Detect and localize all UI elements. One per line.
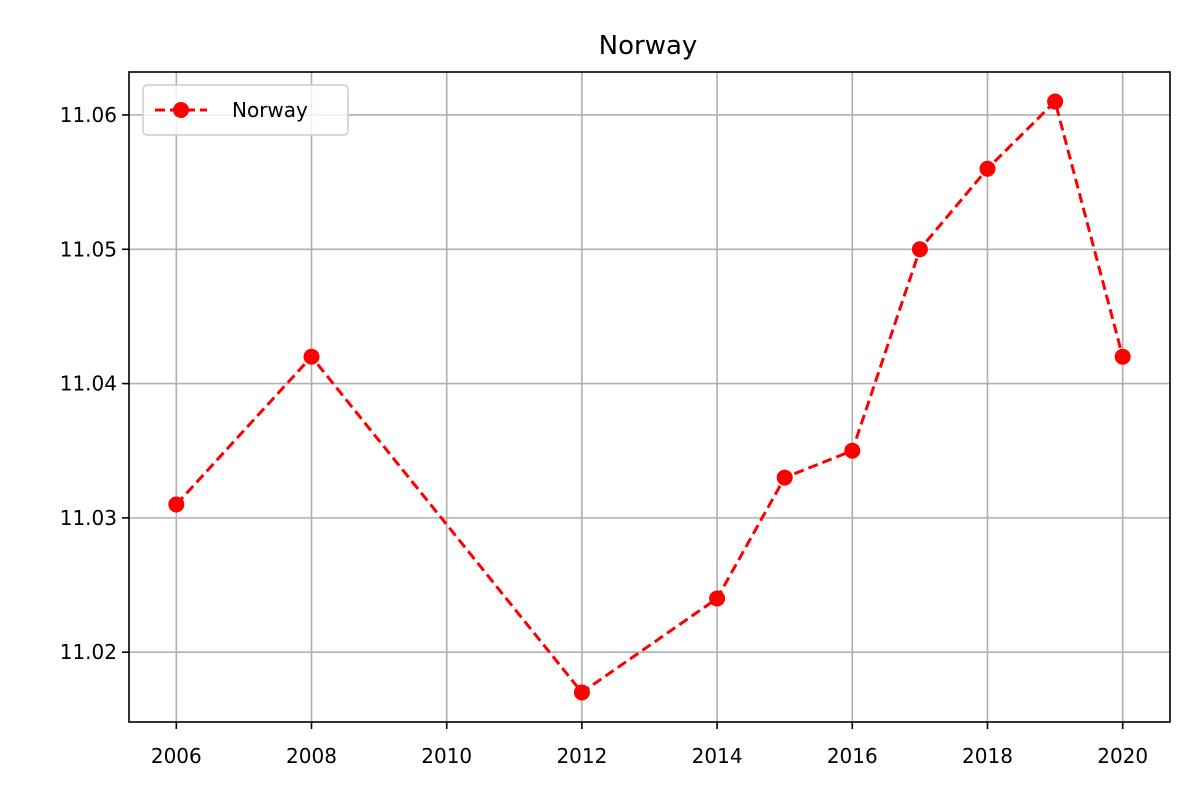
data-point [776,469,793,486]
legend-marker-swatch [173,102,189,118]
data-point [709,590,726,607]
plot-area-frame [128,71,1171,723]
chart-title: Norway [599,31,698,61]
x-tick-label: 2008 [286,744,337,768]
legend-label: Norway [232,98,308,122]
x-tick-label: 2014 [692,744,743,768]
y-tick-label: 11.04 [60,372,117,396]
series-line-norway [175,98,1125,695]
legend-box [142,84,349,136]
grid [129,72,1170,722]
y-axis: 11.02 11.03 11.04 11.05 11.06 [60,103,129,664]
data-point [1047,93,1064,110]
x-tick-label: 2006 [151,744,202,768]
data-point [979,160,996,177]
legend: Norway [142,84,349,136]
x-tick-label: 2020 [1097,744,1148,768]
x-axis: 2006 2008 2010 2012 2014 2016 2018 2020 [151,722,1148,768]
y-tick-label: 11.03 [60,506,117,530]
x-tick-label: 2016 [827,744,878,768]
y-tick-label: 11.06 [60,103,117,127]
data-point [303,348,320,365]
x-tick-label: 2012 [556,744,607,768]
y-tick-label: 11.05 [60,237,117,261]
x-tick-label: 2010 [421,744,472,768]
data-point [844,442,861,459]
data-point [1114,348,1131,365]
data-point [168,496,185,513]
x-tick-label: 2018 [962,744,1013,768]
series-layer [168,93,1131,701]
data-point [573,684,590,701]
y-tick-label: 11.02 [60,640,117,664]
data-point [911,241,928,258]
